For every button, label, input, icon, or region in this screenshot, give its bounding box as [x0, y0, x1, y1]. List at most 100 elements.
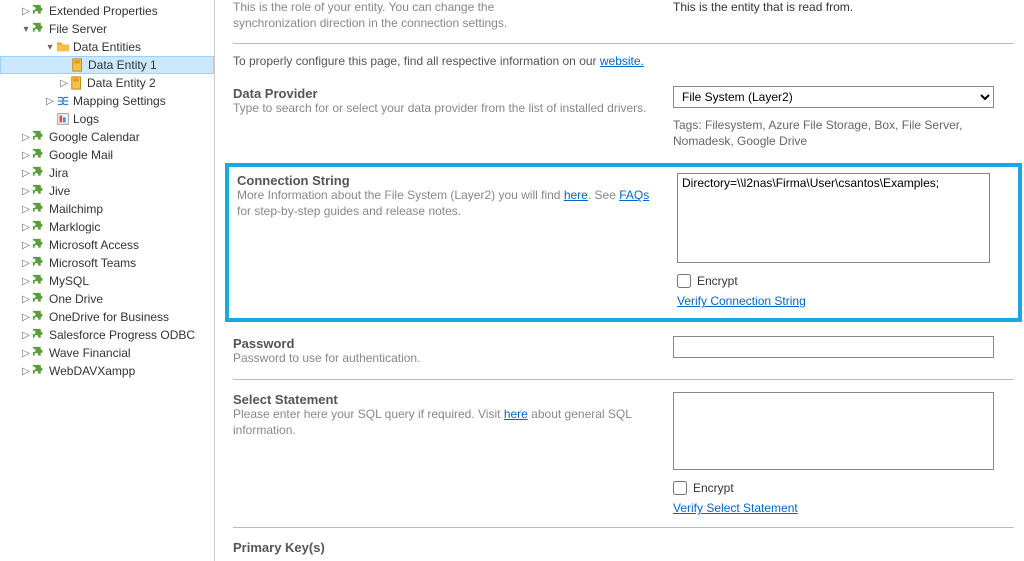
expand-icon[interactable]: ▷ — [20, 294, 32, 305]
tree-label: Microsoft Access — [49, 238, 139, 252]
expand-icon[interactable]: ▷ — [20, 366, 32, 377]
conn-title: Connection String — [237, 173, 657, 188]
pk-title: Primary Key(s) — [233, 540, 653, 555]
puzzle-icon — [32, 256, 46, 270]
password-desc: Password to use for authentication. — [233, 351, 653, 367]
tree-item-mapping[interactable]: ▷ Mapping Settings — [0, 92, 214, 110]
provider-tags: Tags: Filesystem, Azure File Storage, Bo… — [673, 118, 994, 149]
puzzle-icon — [32, 220, 46, 234]
tree-item-data-entity-2[interactable]: ▷ Data Entity 2 — [0, 74, 214, 92]
tree-item[interactable]: ▷ Jive — [0, 182, 214, 200]
tree-item[interactable]: ▷ Marklogic — [0, 218, 214, 236]
expand-icon[interactable]: ▷ — [20, 222, 32, 233]
expand-icon[interactable]: ▷ — [20, 330, 32, 341]
entity-icon — [70, 76, 84, 90]
logs-icon — [56, 112, 70, 126]
entity-type-desc: This is the role of your entity. You can… — [233, 0, 653, 31]
tree-label: Data Entity 1 — [88, 58, 157, 72]
puzzle-icon — [32, 310, 46, 324]
tree-label: Microsoft Teams — [49, 256, 136, 270]
conn-desc: More Information about the File System (… — [237, 188, 657, 219]
tree-item[interactable]: ▷One Drive — [0, 290, 214, 308]
expand-icon[interactable]: ▷ — [20, 150, 32, 161]
connection-string-input[interactable] — [677, 173, 990, 263]
password-title: Password — [233, 336, 653, 351]
faqs-link[interactable]: FAQs — [619, 188, 649, 202]
tree-item[interactable]: ▷ WebDAVXampp — [0, 362, 214, 380]
tree-label: Mailchimp — [49, 202, 103, 216]
provider-desc: Type to search for or select your data p… — [233, 101, 653, 117]
encrypt-checkbox[interactable] — [677, 274, 691, 288]
folder-icon — [56, 40, 70, 54]
here-link[interactable]: here — [504, 407, 528, 421]
puzzle-icon — [32, 166, 46, 180]
tree-item-data-entities[interactable]: ▾ Data Entities — [0, 38, 214, 56]
tree-item[interactable]: ▷MySQL — [0, 272, 214, 290]
expand-icon[interactable]: ▷ — [20, 276, 32, 287]
tree-label: Google Calendar — [49, 130, 140, 144]
here-link[interactable]: here — [564, 188, 588, 202]
website-link[interactable]: website. — [600, 54, 644, 68]
puzzle-icon — [32, 346, 46, 360]
expand-icon[interactable]: ▷ — [20, 258, 32, 269]
tree-item[interactable]: ▷ Microsoft Access — [0, 236, 214, 254]
puzzle-icon — [32, 238, 46, 252]
tree-item[interactable]: ▷ Google Mail — [0, 146, 214, 164]
mapping-icon — [56, 94, 70, 108]
puzzle-icon — [32, 274, 46, 288]
verify-select-link[interactable]: Verify Select Statement — [673, 501, 798, 515]
tree-item-file-server[interactable]: ▾ File Server — [0, 20, 214, 38]
expand-icon[interactable]: ▷ — [20, 204, 32, 215]
tree-label: WebDAVXampp — [49, 364, 135, 378]
encrypt-checkbox-2[interactable] — [673, 481, 687, 495]
expand-icon[interactable]: ▷ — [20, 348, 32, 359]
connection-string-highlight: Connection String More Information about… — [225, 163, 1022, 322]
tree-item[interactable]: ▷Wave Financial — [0, 344, 214, 362]
provider-select[interactable]: File System (Layer2) — [673, 86, 994, 108]
verify-connection-link[interactable]: Verify Connection String — [677, 294, 806, 308]
collapse-icon[interactable]: ▾ — [44, 42, 56, 53]
tree-label: Marklogic — [49, 220, 100, 234]
tree-item-logs[interactable]: Logs — [0, 110, 214, 128]
expand-icon[interactable]: ▷ — [20, 312, 32, 323]
puzzle-icon — [32, 184, 46, 198]
expand-icon[interactable]: ▷ — [20, 6, 32, 17]
select-title: Select Statement — [233, 392, 653, 407]
expand-icon[interactable]: ▷ — [20, 186, 32, 197]
tree-label: Extended Properties — [49, 4, 158, 18]
puzzle-icon — [32, 202, 46, 216]
puzzle-icon — [32, 292, 46, 306]
tree-item[interactable]: ▷ OneDrive for Business — [0, 308, 214, 326]
tree-item[interactable]: ▷Jira — [0, 164, 214, 182]
entity-icon — [71, 58, 85, 72]
tree-item[interactable]: ▷ Mailchimp — [0, 200, 214, 218]
puzzle-icon — [32, 4, 46, 18]
tree-label: Mapping Settings — [73, 94, 166, 108]
encrypt-label: Encrypt — [693, 481, 734, 495]
expand-icon[interactable]: ▷ — [20, 240, 32, 251]
expand-icon[interactable]: ▷ — [20, 168, 32, 179]
tree-label: Logs — [73, 112, 99, 126]
select-statement-input[interactable] — [673, 392, 994, 470]
tree-label: Google Mail — [49, 148, 113, 162]
tree-label: Data Entities — [73, 40, 141, 54]
tree-item[interactable]: ▷ Salesforce Progress ODBC — [0, 326, 214, 344]
expand-icon[interactable]: ▷ — [58, 78, 70, 89]
collapse-icon[interactable]: ▾ — [20, 24, 32, 35]
puzzle-icon — [32, 22, 46, 36]
tree-item-extended-properties[interactable]: ▷ Extended Properties — [0, 2, 214, 20]
puzzle-icon — [32, 130, 46, 144]
password-input[interactable] — [673, 336, 994, 358]
expand-icon[interactable]: ▷ — [20, 132, 32, 143]
puzzle-icon — [32, 148, 46, 162]
tree-item[interactable]: ▷ Microsoft Teams — [0, 254, 214, 272]
tree-item-data-entity-1[interactable]: Data Entity 1 — [0, 56, 214, 74]
tree-sidebar: ▷ Extended Properties ▾ File Server ▾ Da… — [0, 0, 215, 561]
puzzle-icon — [32, 364, 46, 378]
tree-label: Salesforce Progress ODBC — [49, 328, 195, 342]
tree-label: OneDrive for Business — [49, 310, 169, 324]
tree-item[interactable]: ▷ Google Calendar — [0, 128, 214, 146]
tree-label: Jive — [49, 184, 70, 198]
puzzle-icon — [32, 328, 46, 342]
expand-icon[interactable]: ▷ — [44, 96, 56, 107]
